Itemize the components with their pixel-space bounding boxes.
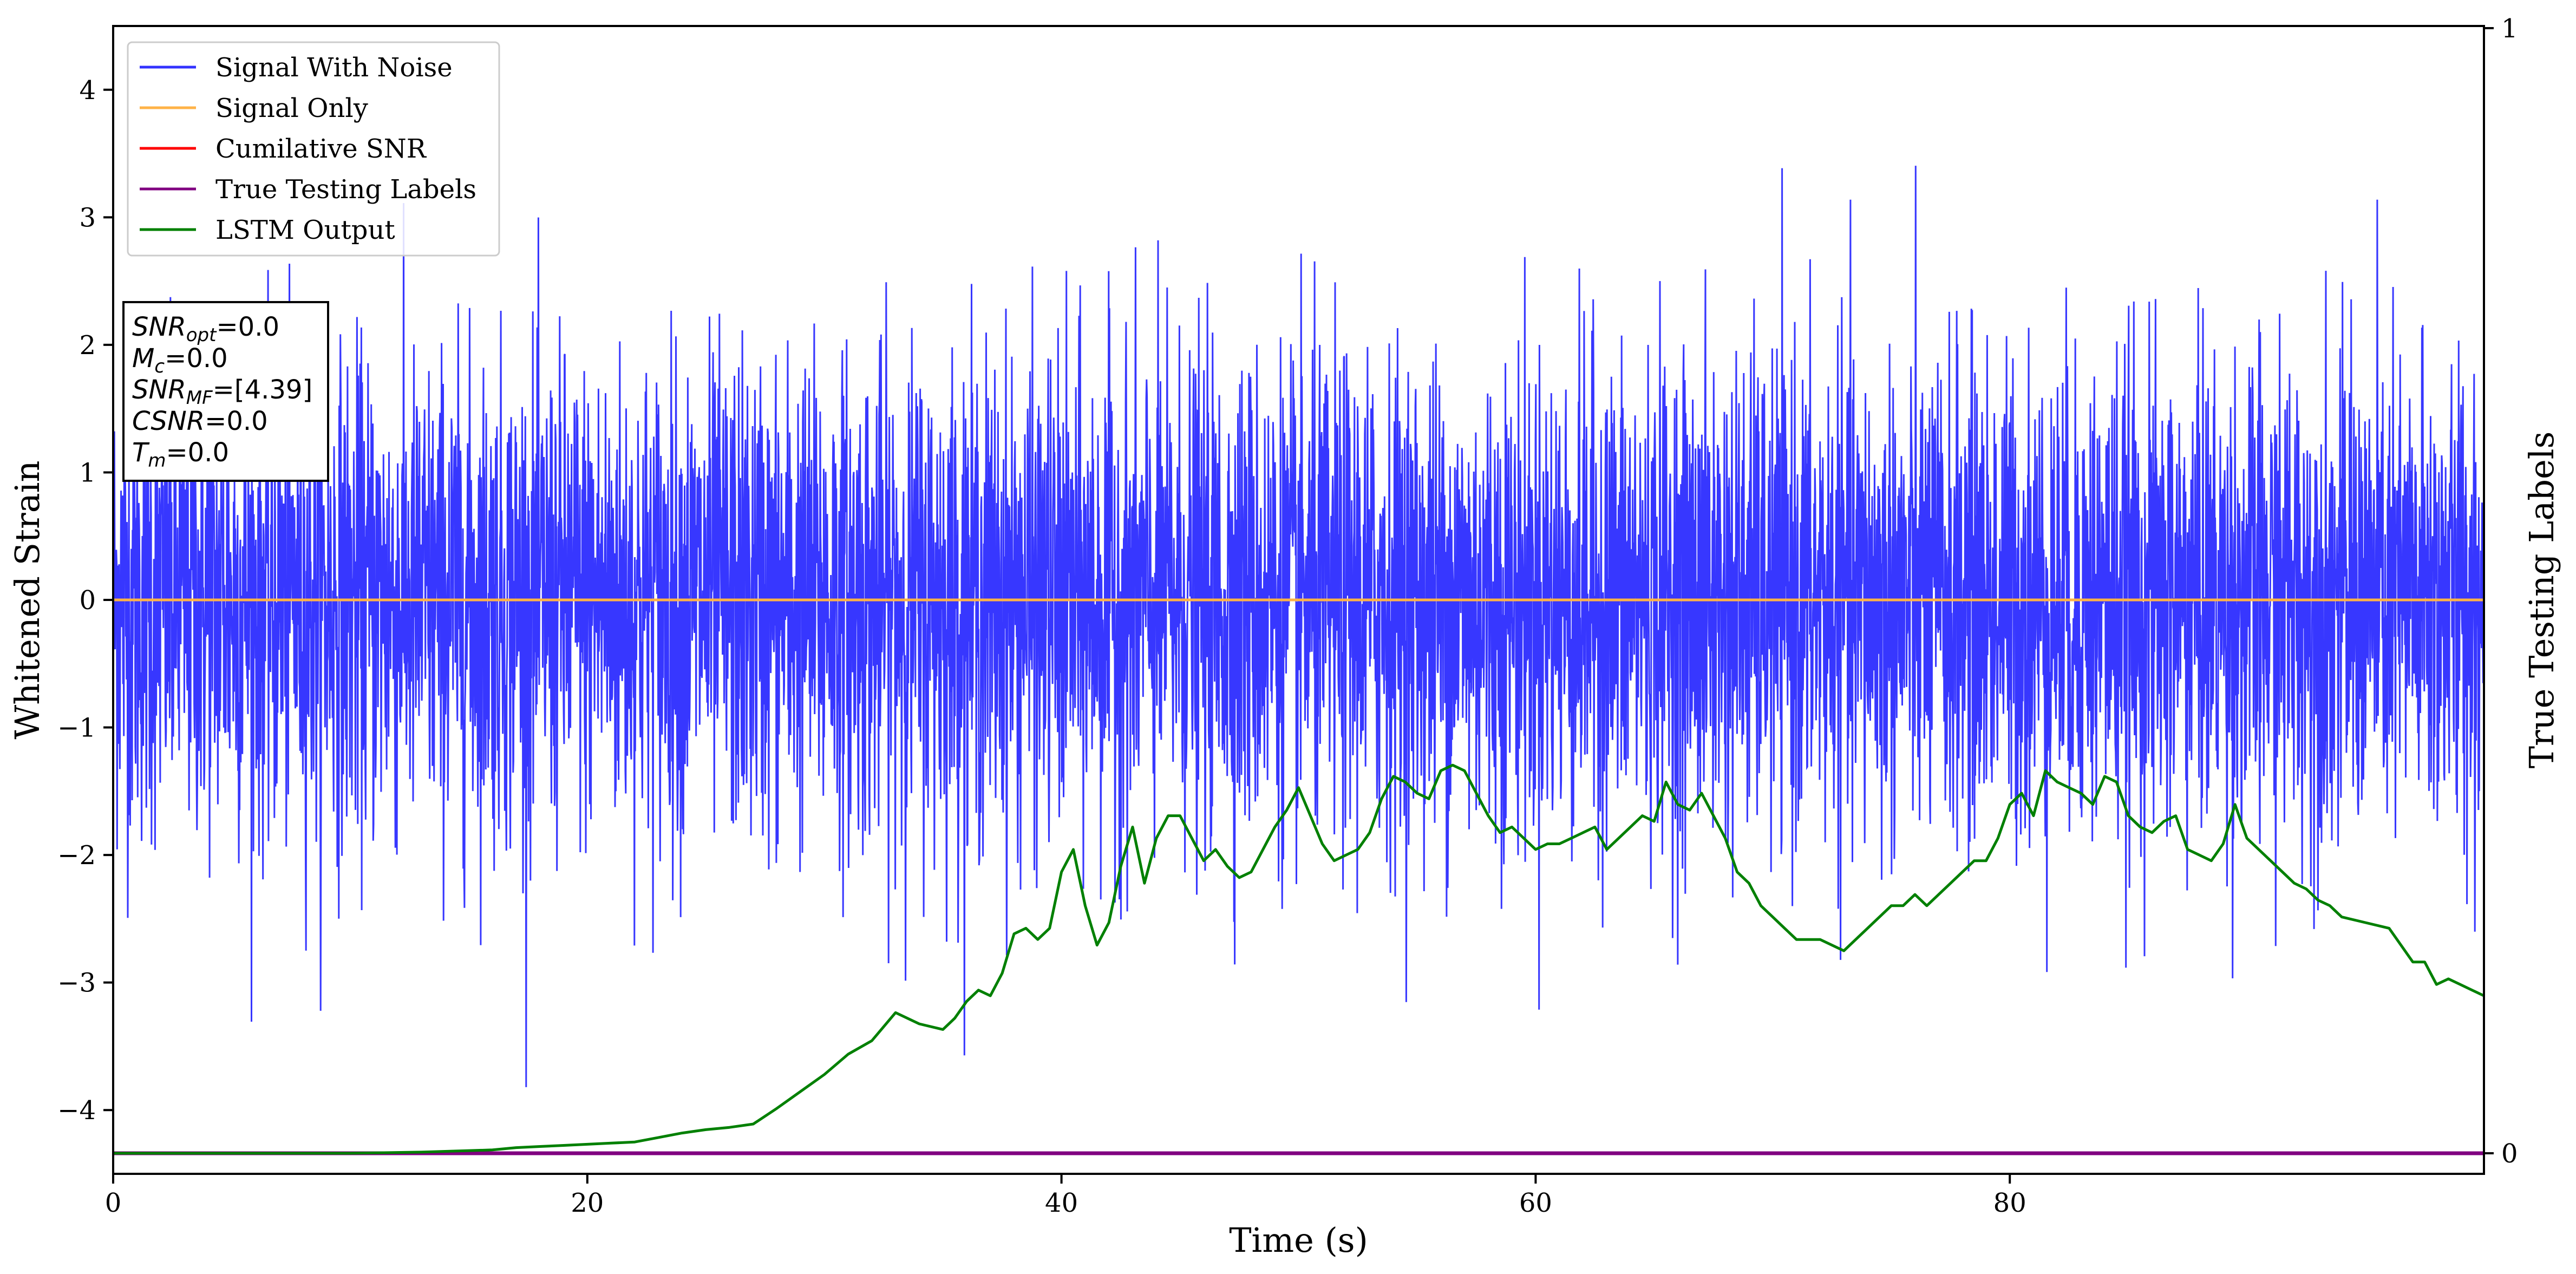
y-tick-label: 0: [79, 585, 96, 616]
x-tick-label: 0: [105, 1188, 122, 1218]
y-axis-right-title: True Testing Labels: [2522, 432, 2561, 769]
legend-label: Cumilative SNR: [215, 134, 427, 164]
legend-label: True Testing Labels: [215, 174, 476, 205]
y-tick-label: −1: [57, 713, 96, 743]
y-axis-title: Whitened Strain: [8, 461, 47, 740]
legend-label: Signal Only: [215, 93, 368, 123]
y-tick-label: 2: [79, 330, 96, 361]
annotation-line: SNRopt=0.0: [132, 312, 279, 346]
plot-area: [113, 166, 2484, 1155]
y-tick-label: 4: [79, 75, 96, 106]
series-line-signal-with-noise: [113, 166, 2484, 1087]
legend-box: [127, 41, 500, 257]
annotation-box: SNRopt=0.0Mc=0.0SNRMF=[4.39]CSNR=0.0Tm=0…: [122, 301, 329, 482]
x-tick-label: 60: [1519, 1188, 1552, 1218]
series-line-lstm-output: [113, 763, 2484, 1155]
annotation-frame: [122, 301, 329, 482]
x-tick-label: 20: [571, 1188, 604, 1218]
x-tick-label: 40: [1045, 1188, 1078, 1218]
y-right-tick-label: 1: [2501, 14, 2518, 44]
legend-label: Signal With Noise: [215, 53, 453, 83]
x-axis-title: Time (s): [1229, 1220, 1368, 1260]
annotation-line: Mc=0.0: [132, 343, 228, 377]
y-tick-label: −3: [57, 968, 96, 998]
annotation-line: Tm=0.0: [132, 437, 229, 472]
y-tick-label: −4: [57, 1095, 96, 1126]
x-tick-label: 80: [1993, 1188, 2026, 1218]
legend: Signal With Noise Signal Only Cumilative S…: [127, 41, 500, 257]
y-tick-label: 1: [79, 458, 96, 488]
annotation-line: SNRMF=[4.39]: [132, 375, 312, 409]
annotation-line: CSNR=0.0: [132, 406, 268, 436]
y-tick-label: −2: [57, 840, 96, 871]
y-right-tick-label: 0: [2501, 1139, 2518, 1169]
series-group: [113, 166, 2484, 1155]
legend-label: LSTM Output: [215, 215, 395, 245]
y-tick-label: 3: [79, 202, 96, 233]
